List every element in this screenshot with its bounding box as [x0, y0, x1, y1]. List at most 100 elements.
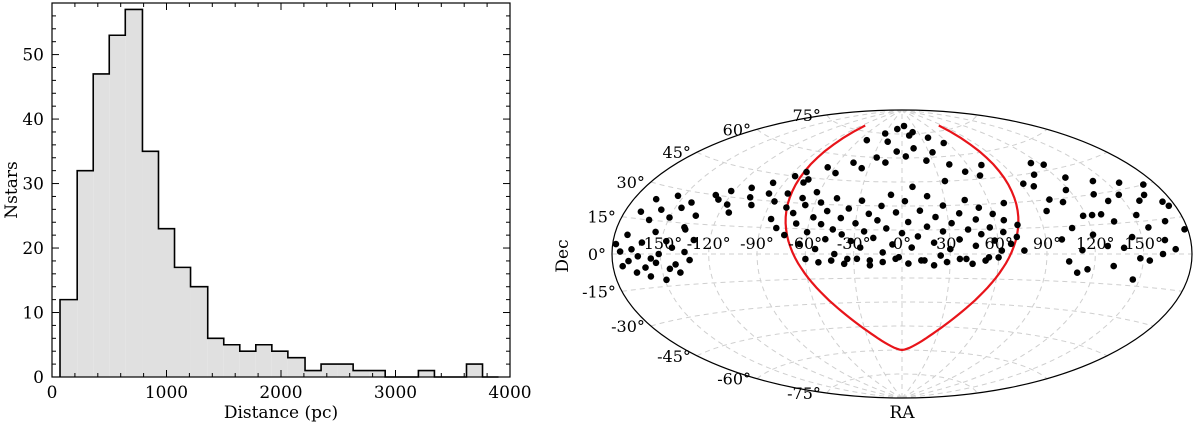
star-point: [853, 255, 861, 263]
star-point: [784, 190, 792, 197]
star-point: [948, 219, 955, 227]
histogram-outline: [59, 8, 499, 378]
histogram-bar: [271, 351, 288, 377]
star-point: [943, 258, 951, 266]
skymap-grid: [612, 109, 1192, 399]
star-point: [815, 259, 822, 266]
star-point: [792, 220, 800, 227]
star-point: [1129, 276, 1137, 283]
star-point: [628, 246, 635, 253]
star-point: [1159, 198, 1166, 205]
star-point: [619, 262, 626, 270]
star-point: [831, 250, 838, 258]
star-point: [1000, 216, 1008, 224]
histogram-bar: [125, 9, 143, 378]
dec-tick-label: -60°: [717, 370, 751, 389]
star-point: [892, 255, 899, 263]
star-point: [1104, 242, 1112, 250]
star-point: [817, 199, 825, 206]
histogram-x-tick-label: 2000: [259, 383, 302, 403]
histogram-y-tick-label: 20: [22, 239, 44, 259]
star-point: [686, 256, 693, 264]
star-point: [956, 255, 964, 263]
parallel-gridline: [650, 301, 1154, 327]
star-point: [803, 168, 810, 176]
star-point: [902, 153, 910, 160]
star-point: [1007, 240, 1015, 248]
histogram-bar: [337, 364, 354, 377]
star-point: [1058, 236, 1066, 243]
parallel-gridline: [696, 151, 1108, 183]
star-point: [860, 228, 868, 235]
star-point: [900, 122, 908, 130]
dec-tick-label: -15°: [582, 282, 616, 301]
star-point: [1145, 224, 1152, 231]
star-point: [916, 207, 924, 214]
star-point: [956, 236, 963, 243]
star-point: [1046, 196, 1053, 203]
star-point: [881, 130, 889, 137]
star-point: [652, 228, 659, 236]
star-point: [748, 184, 755, 192]
star-point: [832, 169, 839, 177]
star-point: [672, 261, 679, 268]
star-point: [923, 223, 931, 230]
star-point: [964, 226, 972, 233]
ra-tick-label: 0°: [893, 234, 911, 253]
star-point: [908, 244, 915, 251]
star-point: [765, 190, 773, 197]
star-point: [918, 257, 925, 264]
star-point: [647, 255, 655, 262]
skymap-xlabel: RA: [889, 403, 915, 423]
star-point: [1059, 198, 1067, 206]
histogram-x-tick-label: 1000: [145, 383, 188, 403]
histogram-bar: [223, 344, 240, 377]
star-point: [929, 149, 936, 156]
star-point: [910, 145, 917, 152]
ra-tick-label: 120°: [1076, 234, 1115, 253]
histogram-bar: [466, 364, 483, 377]
star-point: [638, 239, 646, 246]
star-point: [905, 260, 912, 267]
star-point: [969, 260, 976, 268]
histogram-y-tick-label: 40: [22, 110, 44, 130]
ra-tick-label: 60°: [985, 234, 1013, 253]
star-point: [989, 210, 996, 218]
parallel-gridline: [826, 373, 978, 394]
parallel-gridline: [756, 349, 1048, 380]
star-point: [972, 216, 980, 223]
star-point: [1062, 186, 1070, 194]
histogram-bar: [77, 170, 94, 377]
star-point: [727, 187, 735, 195]
star-point: [866, 262, 874, 269]
star-point: [840, 260, 848, 268]
star-point: [923, 192, 931, 200]
star-point: [873, 154, 880, 161]
star-point: [655, 250, 662, 258]
star-point: [1014, 221, 1021, 229]
star-point: [898, 229, 906, 237]
star-point: [982, 257, 989, 264]
star-point: [829, 226, 837, 233]
dec-tick-label: 45°: [663, 143, 691, 162]
star-point: [1065, 258, 1073, 265]
histogram-bar: [207, 338, 224, 377]
star-point: [975, 204, 983, 211]
star-point: [811, 245, 819, 253]
star-point: [663, 237, 670, 245]
star-point: [1120, 244, 1128, 252]
star-point: [865, 210, 873, 218]
star-point: [986, 224, 994, 231]
histogram-bar: [305, 370, 322, 377]
histogram-y-tick-label: 0: [33, 368, 44, 388]
star-point: [972, 242, 980, 250]
star-point: [845, 205, 853, 212]
dec-tick-label: -30°: [611, 317, 645, 336]
histogram-bar: [321, 364, 338, 377]
star-point: [939, 202, 947, 209]
star-point: [1097, 211, 1105, 218]
histogram-bar: [418, 370, 435, 377]
star-point: [767, 215, 775, 223]
star-point: [883, 225, 890, 232]
star-point: [1104, 197, 1112, 205]
